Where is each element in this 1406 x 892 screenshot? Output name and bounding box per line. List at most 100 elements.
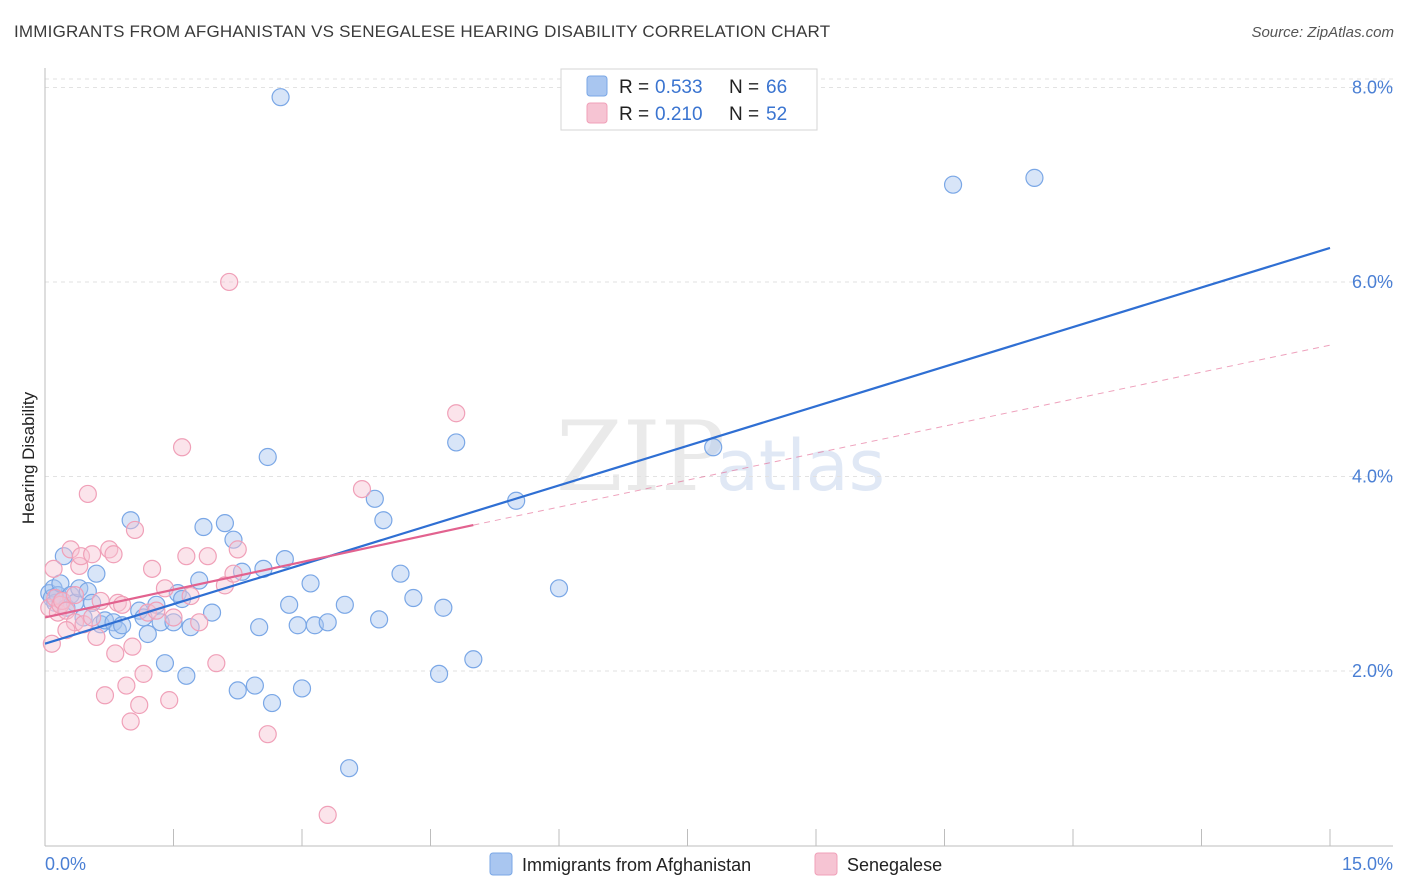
point-afghanistan: [301, 574, 320, 593]
legend-n-value-1: 66: [766, 77, 787, 98]
point-senegalese: [130, 695, 149, 715]
point-senegalese: [95, 686, 115, 705]
trend-line-senegalese-extension: [473, 344, 1331, 526]
point-senegalese: [106, 644, 125, 663]
point-senegalese: [228, 540, 247, 559]
point-afghanistan: [250, 618, 269, 637]
point-afghanistan: [365, 489, 384, 508]
y-axis-tick-labels: 2.0% 4.0% 6.0% 8.0%: [1352, 77, 1393, 681]
legend-r-label-2: R =: [619, 104, 649, 125]
series-senegalese-points: [40, 272, 466, 824]
y-tick-label: 4.0%: [1352, 466, 1393, 486]
point-senegalese: [224, 564, 243, 583]
y-axis-label: Hearing Disability: [19, 391, 38, 524]
point-senegalese: [134, 664, 153, 683]
point-afghanistan: [215, 514, 234, 533]
point-afghanistan: [429, 664, 449, 683]
chart-title: IMMIGRANTS FROM AFGHANISTAN VS SENEGALES…: [14, 22, 831, 41]
bottom-legend-label-senegalese: Senegalese: [847, 855, 942, 875]
point-afghanistan: [155, 654, 175, 673]
legend-n-label-2: N =: [729, 104, 759, 125]
point-senegalese: [220, 272, 239, 292]
point-afghanistan: [280, 595, 299, 614]
point-senegalese: [123, 637, 142, 656]
watermark-atlas: atlas: [716, 425, 885, 507]
legend-r-value-1: 0.533: [655, 77, 703, 98]
point-senegalese: [87, 627, 106, 647]
point-senegalese: [258, 725, 277, 744]
point-afghanistan: [549, 579, 569, 598]
point-senegalese: [65, 585, 85, 605]
series-afghanistan-points: [40, 88, 1044, 778]
legend-box: R = 0.533 N = 66 R = 0.210 N = 52: [560, 68, 818, 131]
bottom-legend: Immigrants from Afghanistan Senegalese: [489, 852, 942, 876]
trend-line-afghanistan: [44, 246, 1331, 645]
point-afghanistan: [391, 564, 410, 583]
legend-n-value-2: 52: [766, 104, 787, 125]
point-afghanistan: [194, 517, 213, 537]
source-credit: Source: ZipAtlas.com: [1251, 24, 1394, 41]
bottom-legend-swatch-afghanistan: [489, 852, 513, 876]
trend-lines: [44, 246, 1331, 645]
legend-r-value-2: 0.210: [655, 104, 703, 125]
point-afghanistan: [224, 530, 243, 549]
point-senegalese: [198, 547, 217, 566]
point-senegalese: [160, 691, 179, 710]
y-tick-label: 8.0%: [1352, 77, 1393, 97]
point-senegalese: [78, 484, 97, 504]
point-afghanistan: [447, 433, 466, 452]
point-senegalese: [352, 479, 372, 499]
point-afghanistan: [262, 693, 282, 713]
point-afghanistan: [340, 759, 359, 778]
legend-n-label-1: N =: [729, 77, 759, 98]
point-afghanistan: [275, 550, 294, 569]
point-senegalese: [121, 712, 140, 731]
point-afghanistan: [288, 616, 307, 635]
bottom-legend-label-afghanistan: Immigrants from Afghanistan: [522, 855, 751, 875]
watermark-zip: ZIP: [556, 401, 725, 513]
point-senegalese: [117, 676, 136, 695]
legend-swatch-senegalese: [586, 102, 608, 124]
y-tick-label: 6.0%: [1352, 272, 1393, 292]
bottom-legend-swatch-senegalese: [814, 852, 838, 876]
point-senegalese: [177, 547, 196, 566]
point-afghanistan: [271, 88, 290, 107]
point-senegalese: [83, 608, 102, 627]
point-afghanistan: [464, 650, 483, 669]
point-senegalese: [125, 520, 145, 540]
point-afghanistan: [704, 438, 723, 457]
point-afghanistan: [943, 175, 963, 194]
point-afghanistan: [228, 681, 247, 700]
point-afghanistan: [138, 624, 157, 644]
y-tick-label: 2.0%: [1352, 661, 1393, 681]
point-senegalese: [207, 654, 226, 673]
point-afghanistan: [434, 598, 453, 617]
point-afghanistan: [292, 679, 312, 698]
trend-line-senegalese: [44, 523, 474, 619]
point-senegalese: [142, 559, 162, 578]
point-senegalese: [318, 805, 337, 824]
point-senegalese: [147, 601, 166, 620]
point-senegalese: [83, 545, 102, 564]
point-afghanistan: [1025, 168, 1044, 187]
x-tick-label-min: 0.0%: [45, 854, 86, 874]
point-afghanistan: [202, 603, 222, 622]
point-senegalese: [447, 404, 466, 423]
point-senegalese: [44, 559, 63, 578]
point-afghanistan: [374, 511, 393, 530]
point-afghanistan: [87, 564, 106, 583]
point-afghanistan: [177, 666, 196, 685]
point-senegalese: [155, 579, 175, 598]
point-senegalese: [164, 608, 183, 627]
point-senegalese: [190, 613, 209, 632]
point-senegalese: [71, 547, 91, 566]
point-senegalese: [57, 621, 76, 640]
point-afghanistan: [245, 676, 264, 695]
point-senegalese: [172, 438, 192, 457]
legend-r-label-1: R =: [619, 77, 649, 98]
point-senegalese: [104, 545, 123, 564]
legend-swatch-afghanistan: [586, 75, 608, 97]
point-afghanistan: [258, 447, 277, 467]
point-afghanistan: [335, 595, 354, 614]
